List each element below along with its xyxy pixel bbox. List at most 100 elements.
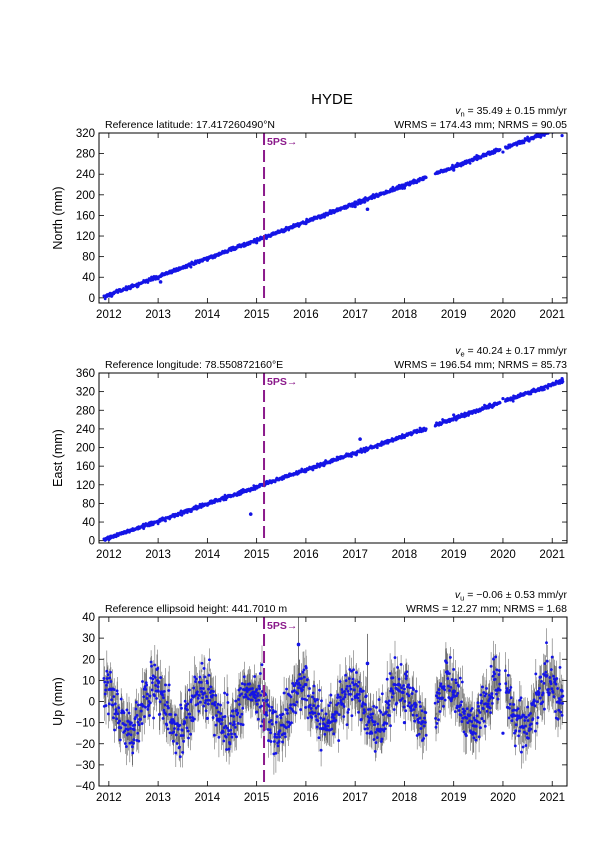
data-points bbox=[102, 378, 565, 542]
data-point bbox=[402, 186, 407, 190]
y-tick-label: 240 bbox=[76, 169, 95, 181]
x-tick-label: 2018 bbox=[392, 549, 418, 561]
x-tick-label: 2016 bbox=[293, 792, 319, 804]
reference-label: Reference longitude: 78.550872160°E bbox=[105, 359, 283, 371]
x-tick-label: 2019 bbox=[441, 549, 467, 561]
x-tick-label: 2018 bbox=[392, 309, 418, 321]
y-tick-label: 80 bbox=[82, 498, 95, 510]
x-tick-label: 2015 bbox=[244, 549, 270, 561]
y-tick-label: 120 bbox=[76, 480, 95, 492]
y-tick-label: −20 bbox=[75, 739, 95, 751]
y-tick-label: −10 bbox=[75, 718, 95, 730]
error-bars bbox=[103, 628, 564, 775]
y-tick-label: 120 bbox=[76, 231, 95, 243]
x-tick-label: 2016 bbox=[293, 549, 319, 561]
data-point bbox=[107, 536, 111, 540]
data-point bbox=[560, 376, 564, 381]
x-tick-label: 2018 bbox=[392, 792, 418, 804]
plot-frame bbox=[98, 132, 568, 304]
data-point bbox=[205, 716, 209, 721]
data-point bbox=[560, 133, 564, 138]
y-tick-label: 280 bbox=[76, 405, 95, 417]
x-tick-label: 2013 bbox=[145, 549, 171, 561]
data-point bbox=[304, 222, 308, 226]
y-tick-label: 0 bbox=[89, 293, 95, 305]
plot-frame bbox=[98, 616, 568, 787]
rate-label: ve = 40.24 ± 0.17 mm/yr bbox=[455, 345, 567, 359]
x-tick-label: 2017 bbox=[342, 309, 368, 321]
data-point bbox=[402, 721, 407, 725]
stats-label: WRMS = 196.54 mm; NRMS = 85.73 bbox=[394, 359, 567, 371]
data-point bbox=[452, 168, 456, 172]
data-series-up bbox=[102, 617, 565, 775]
x-tick-label: 2021 bbox=[539, 309, 565, 321]
data-point bbox=[501, 150, 505, 154]
y-axis-label: Up (mm) bbox=[51, 677, 65, 726]
panel-up: vu = −0.06 ± 0.53 mm/yr Reference ellipso… bbox=[51, 589, 568, 804]
y-tick-label: 0 bbox=[89, 697, 95, 709]
x-tick-label: 2013 bbox=[145, 792, 171, 804]
rate-label: vn = 35.49 ± 0.15 mm/yr bbox=[455, 105, 567, 119]
x-tick-label: 2017 bbox=[342, 792, 368, 804]
y-axis-label: North (mm) bbox=[51, 186, 65, 249]
x-tick-label: 2014 bbox=[195, 549, 221, 561]
y-tick-label: 280 bbox=[76, 149, 95, 161]
x-tick-label: 2020 bbox=[490, 549, 516, 561]
y-tick-label: 160 bbox=[76, 210, 95, 222]
y-tick-label: 200 bbox=[76, 190, 95, 202]
y-tick-label: 160 bbox=[76, 461, 95, 473]
x-tick-label: 2020 bbox=[490, 309, 516, 321]
figure-title: HYDE bbox=[311, 91, 353, 108]
data-point bbox=[353, 695, 357, 699]
data-point bbox=[255, 486, 259, 490]
y-tick-label: 10 bbox=[82, 675, 95, 687]
y-tick-label: −30 bbox=[75, 760, 95, 772]
y-tick-label: 80 bbox=[82, 252, 95, 264]
x-tick-label: 2013 bbox=[145, 309, 171, 321]
outlier-point bbox=[365, 661, 370, 666]
data-point bbox=[353, 205, 357, 209]
data-point bbox=[501, 397, 505, 401]
data-point bbox=[156, 520, 160, 524]
reference-label: Reference latitude: 17.417260490°N bbox=[105, 119, 275, 131]
x-tick-label: 2014 bbox=[195, 309, 221, 321]
data-point bbox=[255, 241, 259, 245]
x-tick-label: 2019 bbox=[441, 309, 467, 321]
data-point bbox=[205, 503, 209, 507]
panel-east: ve = 40.24 ± 0.17 mm/yr Reference longitu… bbox=[51, 345, 568, 561]
data-point bbox=[560, 689, 564, 693]
y-tick-label: 320 bbox=[76, 387, 95, 399]
data-point bbox=[304, 469, 308, 473]
data-point bbox=[205, 258, 209, 262]
x-tick-label: 2021 bbox=[539, 549, 565, 561]
data-series-east bbox=[102, 376, 565, 542]
data-points bbox=[102, 641, 565, 759]
panel-north: vn = 35.49 ± 0.15 mm/yr Reference latitud… bbox=[51, 105, 568, 321]
x-tick-label: 2019 bbox=[441, 792, 467, 804]
event-label: 5PS→ bbox=[267, 136, 297, 148]
data-point bbox=[452, 689, 456, 693]
outlier-point bbox=[365, 207, 370, 212]
x-tick-label: 2012 bbox=[96, 792, 122, 804]
y-tick-label: −40 bbox=[75, 781, 95, 793]
y-axis-label: East (mm) bbox=[51, 429, 65, 487]
x-tick-label: 2021 bbox=[539, 792, 565, 804]
panels-group: vn = 35.49 ± 0.15 mm/yr Reference latitud… bbox=[51, 105, 568, 804]
data-point bbox=[255, 710, 259, 714]
x-tick-label: 2017 bbox=[342, 549, 368, 561]
y-tick-label: 200 bbox=[76, 443, 95, 455]
event-label: 5PS→ bbox=[267, 620, 297, 632]
data-point bbox=[353, 452, 357, 456]
y-tick-label: 240 bbox=[76, 424, 95, 436]
stats-label: WRMS = 174.43 mm; NRMS = 90.05 bbox=[394, 119, 567, 131]
data-series-north bbox=[102, 133, 564, 301]
y-tick-label: 0 bbox=[89, 536, 95, 548]
x-tick-label: 2014 bbox=[195, 792, 221, 804]
y-tick-label: 320 bbox=[76, 128, 95, 140]
data-point bbox=[402, 435, 407, 439]
outlier-point bbox=[248, 512, 253, 516]
x-tick-label: 2016 bbox=[293, 309, 319, 321]
stats-label: WRMS = 12.27 mm; NRMS = 1.68 bbox=[406, 603, 567, 615]
y-tick-label: 20 bbox=[82, 654, 95, 666]
plot-frame bbox=[98, 372, 568, 544]
